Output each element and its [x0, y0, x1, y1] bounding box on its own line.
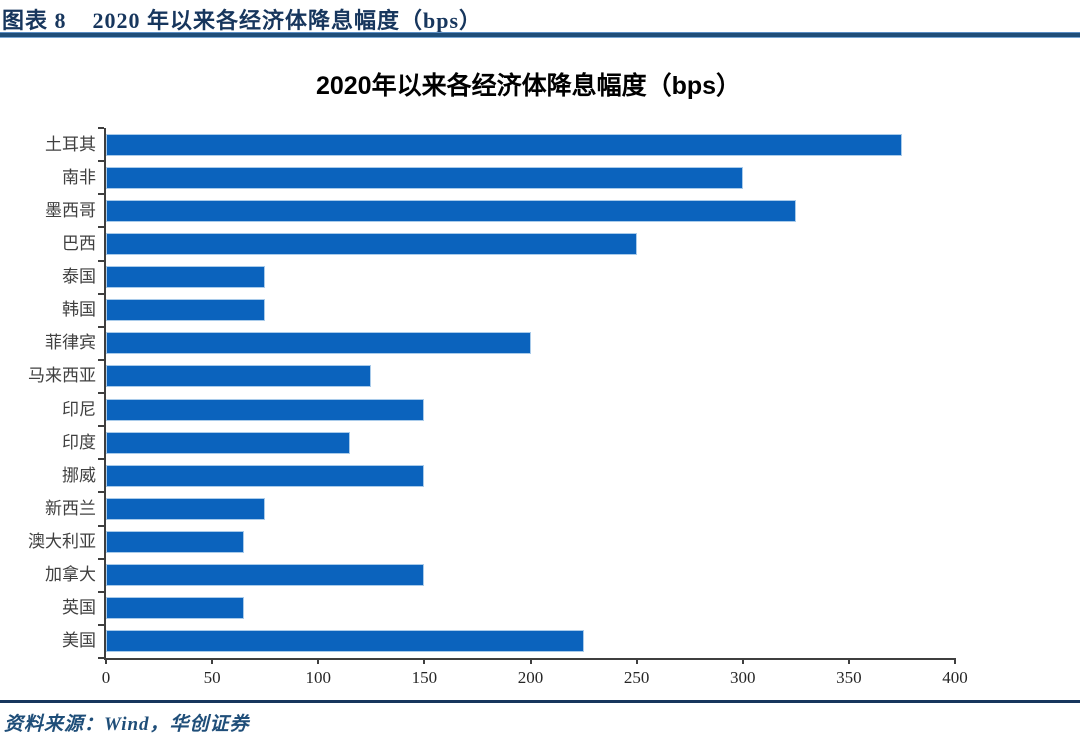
y-axis-label: 南非 — [62, 167, 96, 187]
y-axis-label: 土耳其 — [45, 134, 96, 154]
y-axis-tick — [98, 259, 104, 262]
y-axis-label: 加拿大 — [45, 565, 96, 585]
y-axis-tick — [98, 193, 104, 196]
y-axis-tick — [98, 524, 104, 527]
x-axis-tick-label: 250 — [623, 668, 650, 687]
chart-title: 2020年以来各经济体降息幅度（bps） — [315, 72, 742, 100]
y-axis-label: 墨西哥 — [45, 200, 96, 220]
y-axis-tick — [98, 358, 104, 361]
y-axis-label: 马来西亚 — [28, 366, 96, 386]
y-axis-label: 印度 — [62, 432, 96, 452]
y-axis-tick — [98, 425, 104, 428]
x-axis-tick — [741, 658, 744, 664]
x-axis-tick-label: 400 — [942, 668, 968, 687]
y-axis-tick — [98, 325, 104, 328]
y-axis-tick — [98, 590, 104, 593]
x-axis-tick — [317, 658, 320, 664]
x-axis-tick — [105, 658, 107, 664]
y-axis-label: 澳大利亚 — [28, 532, 96, 552]
y-axis-label: 印尼 — [62, 399, 96, 419]
bar — [106, 564, 425, 587]
x-axis-tick — [211, 658, 214, 664]
x-axis-tick-label: 350 — [836, 668, 862, 687]
figure-header: 图表 8 2020 年以来各经济体降息幅度（bps） — [0, 0, 1080, 33]
bar — [106, 365, 372, 388]
x-axis-tick — [635, 658, 638, 664]
x-axis-tick — [954, 658, 956, 664]
x-axis-tick — [847, 658, 850, 664]
x-axis-tick-label: 200 — [517, 668, 544, 687]
source-note: 资料来源：Wind，华创证券 — [4, 714, 250, 735]
y-axis-label: 韩国 — [62, 300, 96, 320]
y-axis-tick — [98, 458, 104, 461]
bar — [106, 199, 796, 222]
header-divider — [0, 32, 1080, 38]
bar — [106, 431, 351, 454]
plot-area: 土耳其南非墨西哥巴西泰国韩国菲律宾马来西亚印尼印度挪威新西兰澳大利亚加拿大英国美… — [28, 127, 968, 687]
bar — [106, 464, 425, 487]
y-axis-label: 菲律宾 — [45, 333, 96, 353]
bar — [106, 497, 266, 520]
y-axis-label: 泰国 — [62, 267, 96, 287]
bar — [106, 630, 584, 653]
figure-header-title: 2020 年以来各经济体降息幅度（bps） — [92, 8, 483, 33]
x-axis-tick — [423, 658, 426, 664]
footer-divider — [0, 700, 1080, 703]
bar — [106, 398, 425, 421]
bar — [106, 299, 266, 322]
y-axis-tick — [98, 292, 104, 295]
x-axis-tick — [529, 658, 532, 664]
y-axis-tick — [98, 657, 104, 659]
y-axis-tick — [98, 623, 104, 626]
y-axis-tick — [98, 127, 104, 129]
bar — [106, 133, 902, 156]
bar — [106, 531, 244, 554]
x-axis-tick-label: 50 — [203, 668, 221, 687]
y-axis-label: 英国 — [62, 598, 96, 618]
x-axis-tick-label: 0 — [101, 668, 111, 687]
y-axis-tick — [98, 226, 104, 229]
bar — [106, 232, 637, 255]
y-axis-tick — [98, 491, 104, 494]
y-axis-tick — [98, 160, 104, 163]
y-axis-tick — [98, 557, 104, 560]
y-axis-label: 巴西 — [62, 233, 96, 253]
bar — [106, 332, 531, 355]
bar — [106, 597, 244, 620]
figure-number: 图表 8 — [2, 8, 67, 33]
x-axis-tick-label: 150 — [411, 668, 438, 687]
y-axis-label: 挪威 — [62, 465, 96, 485]
y-axis-label: 新西兰 — [45, 498, 96, 518]
bar — [106, 266, 266, 289]
x-axis-tick-label: 300 — [730, 668, 756, 687]
y-axis-tick — [98, 392, 104, 394]
bar — [106, 166, 743, 189]
y-axis-label: 美国 — [62, 631, 96, 651]
x-axis-tick-label: 100 — [305, 668, 332, 687]
